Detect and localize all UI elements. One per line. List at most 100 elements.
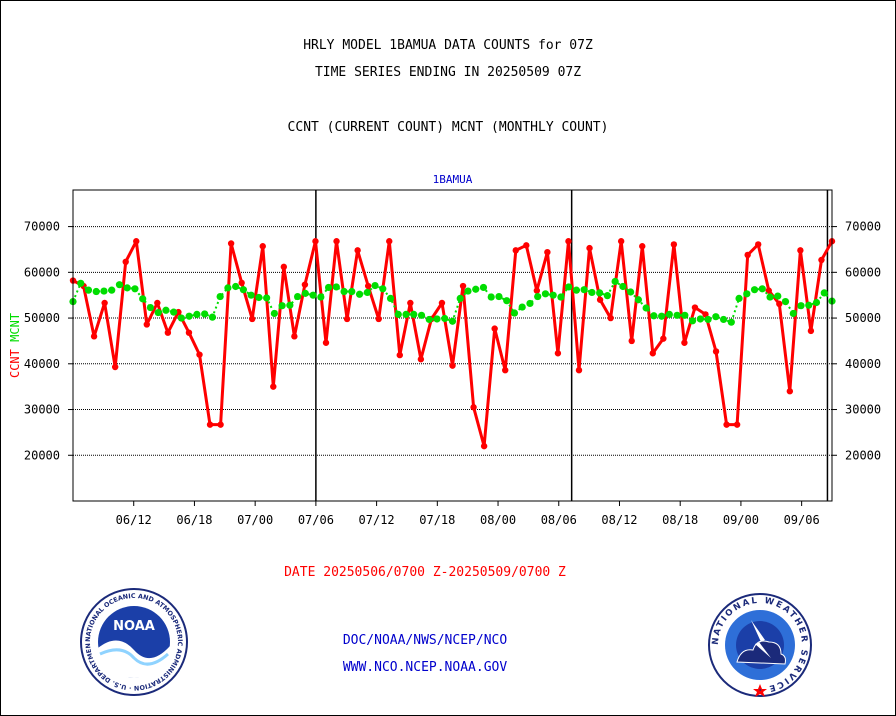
data-point-mcnt (239, 286, 247, 294)
data-point-ccnt (797, 247, 804, 254)
data-point-mcnt (820, 289, 828, 297)
y-tick-label-left: 40000 (24, 357, 60, 371)
x-tick-label: 07/06 (298, 513, 334, 527)
y-tick-label-left: 30000 (24, 403, 60, 417)
y-tick-label-left: 50000 (24, 311, 60, 325)
data-point-ccnt (238, 279, 245, 287)
data-point-mcnt (526, 299, 534, 308)
data-point-ccnt (101, 299, 108, 307)
data-point-mcnt (270, 309, 278, 318)
data-point-mcnt (789, 309, 797, 318)
data-point-mcnt (565, 283, 573, 291)
data-point-ccnt (512, 247, 519, 254)
data-point-mcnt (704, 315, 712, 324)
data-point-ccnt (270, 383, 277, 390)
data-point-mcnt (255, 293, 263, 302)
data-point-mcnt (448, 317, 457, 325)
chart-title-line-3: CCNT (CURRENT COUNT) MCNT (MONTHLY COUNT… (287, 120, 609, 135)
data-point-ccnt (449, 362, 456, 369)
x-tick-label: 09/00 (723, 513, 759, 527)
x-tick-label: 07/00 (237, 513, 273, 527)
data-point-mcnt (758, 285, 766, 293)
data-point-mcnt (681, 311, 689, 319)
nws-logo-icon: NATIONAL WEATHER SERVICE · (708, 593, 812, 697)
data-point-mcnt (208, 313, 217, 321)
data-point-mcnt (441, 314, 449, 323)
data-point-ccnt (670, 241, 678, 248)
data-point-mcnt (340, 287, 348, 296)
data-point-mcnt (812, 298, 821, 307)
data-point-mcnt (673, 311, 681, 319)
data-point-ccnt (628, 337, 635, 345)
data-point-mcnt (108, 286, 116, 294)
data-point-ccnt (333, 238, 340, 245)
data-point-ccnt (723, 421, 730, 428)
org-path-link[interactable]: DOC/NOAA/NWS/NCEP/NCO (342, 633, 508, 648)
data-point-ccnt (660, 335, 667, 342)
data-point-mcnt (596, 289, 604, 297)
data-point-mcnt (301, 289, 309, 297)
x-tick-label: 06/18 (176, 513, 212, 527)
data-point-ccnt (185, 329, 193, 336)
data-point-mcnt (177, 314, 186, 322)
data-point-mcnt (247, 291, 255, 299)
data-point-mcnt (317, 293, 325, 301)
data-point-ccnt (133, 238, 140, 245)
plot-area-border (72, 189, 833, 502)
data-point-mcnt (348, 287, 356, 296)
data-point-ccnt (818, 256, 825, 264)
plot-series-label: 1BAMUA (433, 173, 473, 186)
data-point-ccnt (459, 282, 467, 290)
data-point-mcnt (123, 284, 131, 292)
data-point-ccnt (776, 300, 783, 308)
data-point-ccnt (533, 287, 541, 294)
nws-star-icon (753, 684, 767, 697)
data-point-ccnt (554, 350, 562, 357)
data-point-ccnt (786, 388, 794, 395)
data-point-mcnt (487, 293, 495, 301)
data-point-mcnt (162, 306, 170, 314)
x-tick-label: 07/12 (359, 513, 395, 527)
data-point-mcnt (131, 285, 139, 293)
data-point-mcnt (619, 282, 627, 291)
data-point-ccnt (154, 299, 161, 307)
data-point-ccnt (586, 244, 593, 252)
data-point-mcnt (371, 281, 379, 290)
data-point-ccnt (617, 238, 625, 245)
data-point-mcnt (170, 308, 178, 316)
website-link[interactable]: WWW.NCO.NCEP.NOAA.GOV (342, 660, 508, 675)
data-point-mcnt (688, 317, 697, 325)
y-tick-label-right: 20000 (845, 448, 881, 462)
y-axis-label-ccnt: CCNT (8, 349, 22, 378)
data-point-mcnt (263, 294, 271, 302)
data-point-ccnt (227, 240, 235, 247)
data-point-mcnt (224, 284, 232, 292)
x-tick-label: 06/12 (116, 513, 152, 527)
data-point-mcnt (139, 295, 147, 303)
y-tick-label-left: 70000 (24, 220, 60, 234)
data-point-ccnt (375, 315, 382, 323)
data-point-ccnt (575, 366, 583, 374)
data-point-mcnt (665, 310, 673, 318)
data-point-mcnt (324, 283, 333, 292)
data-point-mcnt (232, 282, 240, 291)
series-line-ccnt (72, 239, 834, 448)
x-tick-label: 08/12 (601, 513, 637, 527)
data-point-ccnt (712, 348, 720, 355)
data-point-ccnt (196, 351, 203, 358)
data-point-ccnt (249, 315, 256, 323)
data-point-ccnt (596, 296, 604, 303)
data-point-ccnt (765, 287, 772, 294)
data-point-mcnt (696, 315, 704, 323)
data-point-mcnt (77, 279, 85, 287)
data-point-mcnt (735, 294, 743, 302)
data-point-mcnt (425, 315, 433, 324)
grid-layer (73, 226, 832, 456)
data-point-ccnt (649, 350, 656, 357)
y-tick-label-right: 30000 (845, 403, 881, 417)
data-point-mcnt (100, 287, 108, 295)
data-point-mcnt (766, 293, 774, 301)
y-axis-label-mcnt: MCNT (8, 313, 22, 349)
y-tick-label-right: 50000 (845, 311, 881, 325)
